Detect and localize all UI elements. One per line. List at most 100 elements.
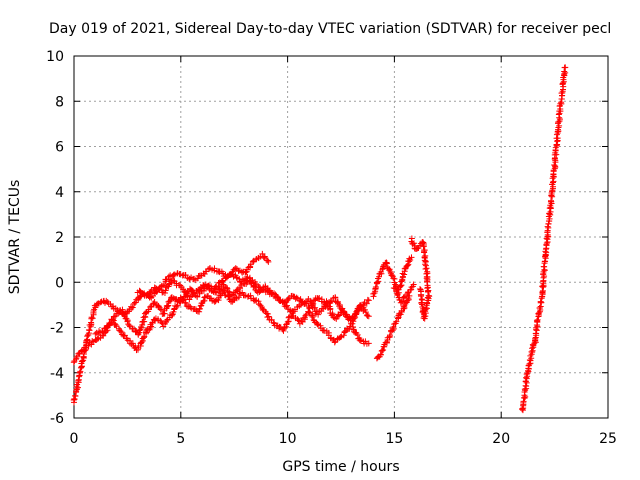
- data-point: [179, 296, 186, 303]
- data-point: [378, 348, 385, 355]
- data-point: [182, 300, 189, 307]
- data-point: [328, 298, 335, 305]
- data-point: [215, 280, 222, 287]
- data-point: [265, 313, 272, 320]
- data-point: [280, 327, 287, 334]
- data-point: [242, 269, 249, 276]
- data-point: [126, 322, 133, 329]
- data-point: [110, 317, 117, 324]
- data-point: [417, 287, 424, 294]
- data-point: [201, 294, 208, 301]
- data-point: [264, 287, 271, 294]
- y-axis-title: SDTVAR / TECUs: [7, 180, 23, 295]
- data-point: [70, 359, 77, 366]
- data-point: [398, 309, 405, 316]
- y-tick-label: 10: [46, 49, 64, 65]
- data-point: [135, 330, 142, 337]
- data-point: [256, 301, 263, 308]
- data-point: [310, 300, 317, 307]
- data-point: [390, 275, 397, 282]
- data-point: [270, 319, 277, 326]
- y-tick-label: -2: [50, 321, 64, 337]
- data-point: [302, 312, 309, 319]
- data-point: [404, 262, 411, 269]
- data-point: [260, 254, 267, 261]
- data-point: [355, 306, 362, 313]
- data-point: [295, 317, 302, 324]
- data-point: [380, 263, 387, 270]
- data-point: [170, 277, 177, 284]
- data-point: [212, 298, 219, 305]
- data-point: [372, 283, 379, 290]
- data-point: [532, 335, 539, 342]
- x-tick-label: 15: [385, 431, 403, 447]
- data-point: [289, 292, 296, 299]
- data-point: [364, 296, 371, 303]
- data-point: [520, 398, 527, 405]
- data-point: [109, 316, 116, 323]
- x-tick-label: 0: [70, 431, 79, 447]
- data-point: [235, 294, 242, 301]
- data-point: [390, 323, 397, 330]
- data-point: [94, 336, 101, 343]
- data-point: [533, 317, 540, 324]
- data-point: [550, 168, 557, 175]
- x-axis-title: GPS time / hours: [282, 459, 399, 475]
- data-point: [232, 265, 239, 272]
- data-point: [554, 135, 561, 142]
- data-point: [284, 318, 291, 325]
- data-point: [363, 300, 370, 307]
- data-point: [356, 302, 363, 309]
- data-point: [89, 315, 96, 322]
- y-tick-label: -6: [50, 411, 64, 427]
- data-point: [229, 270, 236, 277]
- data-point: [388, 271, 395, 278]
- data-point: [173, 303, 180, 310]
- data-point: [556, 116, 563, 123]
- data-point: [407, 256, 414, 263]
- data-point: [386, 332, 393, 339]
- data-point: [112, 321, 119, 328]
- data-point: [423, 265, 430, 272]
- data-point: [151, 299, 158, 306]
- data-point: [529, 347, 536, 354]
- y-ticks: -6 -4 -2 0 2 4 6 8 10: [46, 49, 608, 427]
- data-point: [420, 243, 427, 250]
- data-point: [535, 309, 542, 316]
- y-tick-label: 6: [55, 140, 64, 156]
- data-point: [72, 356, 79, 363]
- data-point: [86, 326, 93, 333]
- data-point: [309, 313, 316, 320]
- data-point: [562, 64, 569, 71]
- data-point: [556, 122, 563, 129]
- data-point: [365, 297, 372, 304]
- data-point: [399, 298, 406, 305]
- data-point: [137, 293, 144, 300]
- y-tick-label: 8: [55, 94, 64, 110]
- data-point: [72, 392, 79, 399]
- x-tick-label: 25: [599, 431, 617, 447]
- data-point: [131, 300, 138, 307]
- chart-title: Day 019 of 2021, Sidereal Day-to-day VTE…: [49, 21, 611, 37]
- data-point: [121, 311, 128, 318]
- data-point: [78, 358, 85, 365]
- data-point: [193, 307, 200, 314]
- y-tick-label: 2: [55, 230, 64, 246]
- x-tick-label: 20: [492, 431, 510, 447]
- data-point: [71, 395, 78, 402]
- data-point: [335, 312, 342, 319]
- data-point: [264, 257, 271, 264]
- data-point: [196, 306, 203, 313]
- data-point: [373, 279, 380, 286]
- data-point: [141, 318, 148, 325]
- data-point: [362, 309, 369, 316]
- data-point: [551, 162, 558, 169]
- data-point: [400, 294, 407, 301]
- data-point: [137, 288, 144, 295]
- data-point: [146, 289, 153, 296]
- data-point: [394, 291, 401, 298]
- data-point: [537, 298, 544, 305]
- data-point: [140, 334, 147, 341]
